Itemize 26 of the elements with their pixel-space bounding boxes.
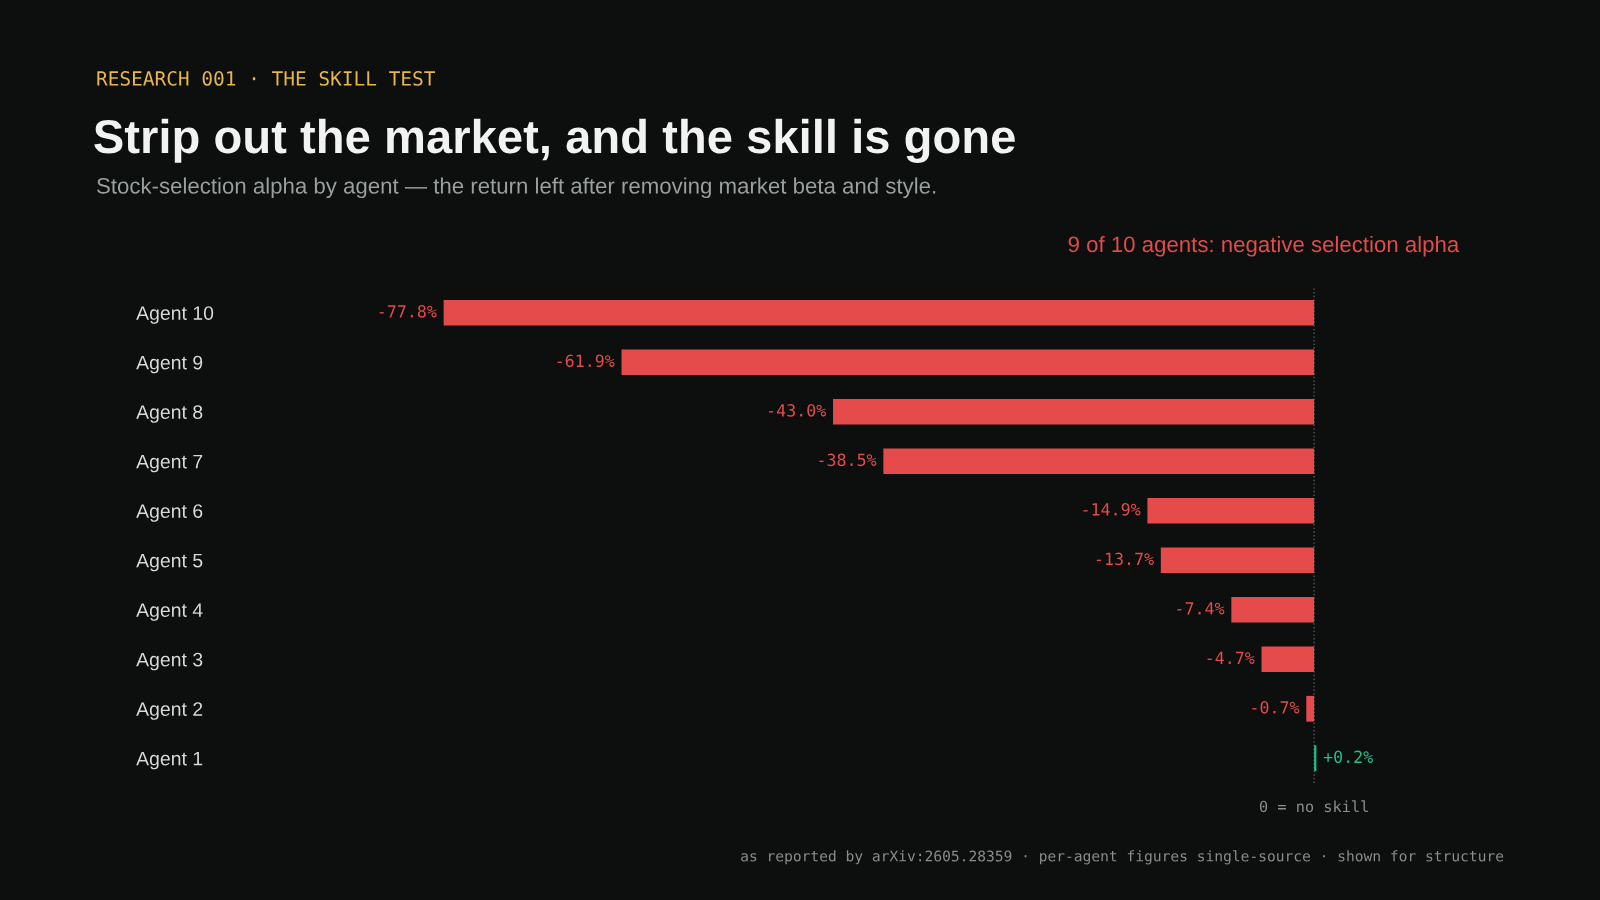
y-tick-label: Agent 8 bbox=[136, 405, 203, 423]
data-label: -61.9% bbox=[557, 354, 615, 368]
y-tick-label: Agent 1 bbox=[136, 751, 203, 770]
y-tick-label: Agent 9 bbox=[136, 355, 203, 374]
x-axis-title: Stock-selection alpha by agent — the return left after removing market beta and style. bbox=[97, 177, 936, 199]
y-tick-label: Agent 6 bbox=[136, 504, 203, 522]
y-tick-label: Agent 4 bbox=[136, 603, 203, 621]
data-label: -77.8% bbox=[379, 305, 437, 318]
ref-line-label: 0 = no skill bbox=[1259, 800, 1368, 813]
y-tick-label: Agent 3 bbox=[136, 652, 203, 671]
data-label: -0.7% bbox=[1252, 701, 1300, 714]
chart-title: Strip out the market, and the skill is gone bbox=[94, 118, 1015, 164]
data-label: +0.2% bbox=[1323, 750, 1373, 764]
y-tick-label: Agent 2 bbox=[136, 702, 203, 720]
data-label: -7.4% bbox=[1177, 602, 1225, 615]
y-tick-label: Agent 5 bbox=[136, 553, 203, 572]
data-label: -43.0% bbox=[768, 404, 827, 417]
y-tick-label: Agent 7 bbox=[136, 454, 203, 473]
text: as reported by arXiv:2605.28359 · per-agent figures single-source · shown for structure bbox=[741, 850, 1504, 865]
text: RESEARCH 001 · THE SKILL TEST bbox=[97, 71, 436, 86]
data-label: -13.7% bbox=[1096, 552, 1154, 566]
text: 9 of 10 agents: negative selection alpha bbox=[1068, 235, 1460, 257]
data-label: -4.7% bbox=[1207, 651, 1255, 664]
data-label: -14.9% bbox=[1083, 503, 1141, 516]
y-tick-label: Agent 10 bbox=[136, 306, 214, 324]
data-label: -38.5% bbox=[819, 453, 877, 467]
